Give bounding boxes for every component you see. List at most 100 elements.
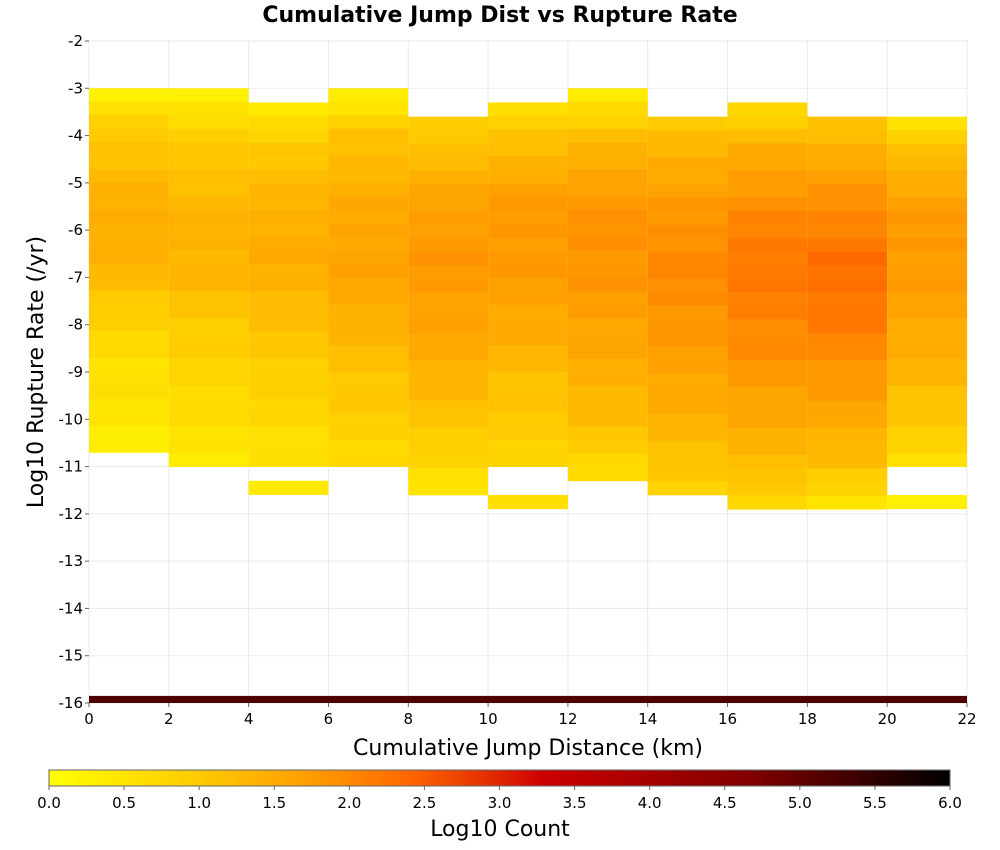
heatmap-cell bbox=[168, 277, 249, 292]
heatmap-cell bbox=[89, 169, 169, 184]
heatmap-cell bbox=[408, 224, 489, 239]
heatmap-cell bbox=[168, 182, 249, 197]
heatmap-cell bbox=[488, 210, 568, 225]
heatmap-cell bbox=[887, 385, 967, 400]
heatmap-cell bbox=[807, 319, 888, 334]
heatmap-cell bbox=[647, 346, 728, 361]
y-tick-label: -10 bbox=[59, 410, 84, 428]
heatmap-cell bbox=[887, 170, 967, 185]
heatmap-cell bbox=[488, 129, 568, 144]
heatmap-cell bbox=[488, 345, 568, 360]
heatmap-cell bbox=[168, 209, 249, 224]
heatmap-cell bbox=[328, 426, 409, 440]
heatmap-cell bbox=[488, 399, 568, 414]
y-tick-label: -16 bbox=[59, 694, 84, 712]
heatmap-cell bbox=[567, 250, 648, 265]
heatmap-cell bbox=[727, 360, 808, 374]
heatmap-cell bbox=[408, 157, 489, 172]
heatmap-cell bbox=[887, 372, 967, 387]
heatmap-cell bbox=[807, 130, 888, 145]
heatmap-cell bbox=[807, 251, 888, 266]
heatmap-cell bbox=[408, 359, 489, 374]
heatmap-cell bbox=[89, 142, 169, 157]
heatmap-cell bbox=[488, 250, 568, 265]
heatmap-cell bbox=[887, 183, 967, 198]
heatmap-cell bbox=[488, 453, 568, 467]
heatmap-cell bbox=[248, 358, 329, 373]
x-tick-label: 16 bbox=[718, 710, 737, 728]
heatmap-cell bbox=[408, 211, 489, 226]
heatmap-cell bbox=[647, 116, 728, 131]
y-tick-label: -6 bbox=[68, 221, 83, 239]
heatmap-cell bbox=[727, 238, 808, 252]
colorbar bbox=[48, 769, 951, 787]
heatmap-cell bbox=[647, 400, 728, 415]
heatmap-cell bbox=[248, 318, 329, 333]
heatmap-cell bbox=[408, 170, 489, 185]
x-tick-label: 6 bbox=[324, 710, 334, 728]
heatmap-cell bbox=[567, 399, 648, 414]
heatmap-cell bbox=[647, 332, 728, 347]
heatmap-cell bbox=[168, 236, 249, 251]
heatmap-cell bbox=[567, 277, 648, 292]
heatmap-cell bbox=[727, 495, 808, 510]
heatmap-cell bbox=[807, 279, 888, 293]
heatmap-cell bbox=[567, 115, 648, 130]
heatmap-cell bbox=[567, 453, 648, 468]
heatmap-cell bbox=[647, 278, 728, 293]
heatmap-cell bbox=[168, 250, 249, 265]
heatmap-cell bbox=[887, 210, 967, 225]
colorbar-tick-label: 0.5 bbox=[112, 794, 136, 812]
heatmap-cell bbox=[647, 292, 728, 307]
heatmap-cell bbox=[727, 265, 808, 280]
heatmap-cell bbox=[727, 197, 808, 212]
heatmap-cell bbox=[727, 454, 808, 469]
heatmap-cell bbox=[89, 250, 169, 264]
heatmap-cell bbox=[408, 238, 489, 253]
heatmap-cell bbox=[488, 115, 568, 130]
heatmap-cell bbox=[168, 128, 249, 143]
heatmap-cell bbox=[567, 426, 648, 441]
heatmap-cell bbox=[807, 306, 888, 321]
heatmap-cell bbox=[248, 480, 329, 495]
heatmap-cell bbox=[168, 372, 249, 386]
heatmap-cell bbox=[89, 425, 169, 440]
heatmap-cell bbox=[887, 157, 967, 171]
heatmap-cell bbox=[248, 453, 329, 467]
heatmap-cell bbox=[408, 130, 489, 145]
heatmap-cell bbox=[727, 400, 808, 415]
heatmap-cell bbox=[89, 384, 169, 399]
heatmap-cell bbox=[328, 385, 409, 400]
heatmap-cell bbox=[488, 439, 568, 454]
heatmap-cell bbox=[248, 412, 329, 427]
x-axis-label: Cumulative Jump Distance (km) bbox=[353, 736, 703, 761]
heatmap-cell bbox=[488, 426, 568, 441]
heatmap-cell bbox=[89, 115, 169, 130]
heatmap-cell bbox=[567, 304, 648, 319]
heatmap-cell bbox=[408, 251, 489, 266]
heatmap-cell bbox=[408, 481, 489, 496]
heatmap-cell bbox=[408, 467, 489, 482]
heatmap-cell bbox=[248, 115, 329, 130]
heatmap-cell bbox=[89, 88, 169, 103]
heatmap-cell bbox=[727, 224, 808, 239]
heatmap-cell bbox=[248, 250, 329, 265]
heatmap-cell bbox=[567, 210, 648, 225]
heatmap-cell bbox=[807, 373, 888, 388]
heatmap-cell bbox=[567, 101, 648, 116]
heatmap-cell bbox=[727, 441, 808, 456]
heatmap-cell bbox=[647, 319, 728, 334]
heatmap-cell bbox=[89, 196, 169, 211]
heatmap-cell bbox=[887, 278, 967, 293]
heatmap-cell bbox=[807, 482, 888, 496]
heatmap-cell bbox=[408, 143, 489, 158]
heatmap-cell bbox=[887, 197, 967, 212]
heatmap-cell bbox=[807, 360, 888, 375]
heatmap-cell bbox=[168, 385, 249, 400]
x-tick-label: 10 bbox=[479, 710, 498, 728]
heatmap-cell bbox=[89, 128, 169, 143]
heatmap-cell bbox=[887, 358, 967, 373]
heatmap-cell bbox=[727, 319, 808, 334]
colorbar-tick-label: 1.5 bbox=[262, 794, 286, 812]
